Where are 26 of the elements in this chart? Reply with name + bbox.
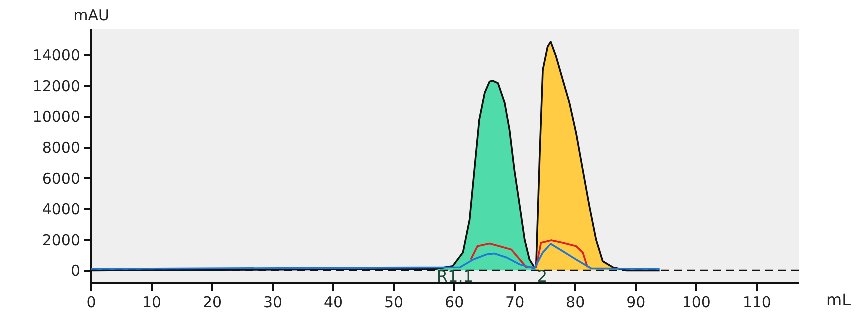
y-axis-title: mAU <box>74 6 110 24</box>
x-tick-label: 80 <box>566 294 586 312</box>
x-tick-label: 40 <box>324 294 344 312</box>
y-tick-label: 10000 <box>32 108 80 126</box>
x-tick-label: 30 <box>263 294 283 312</box>
y-tick-label: 14000 <box>32 46 80 65</box>
x-tick-label: 20 <box>202 294 222 312</box>
x-tick-label: 60 <box>445 294 464 312</box>
x-axis-title: mL <box>826 290 852 310</box>
x-tick-label: 110 <box>742 294 772 312</box>
y-tick-label: 4000 <box>42 200 80 219</box>
x-tick-label: 10 <box>142 294 162 312</box>
x-tick-label: 90 <box>626 294 646 312</box>
y-tick-label: 0 <box>70 262 80 280</box>
y-tick-label: 8000 <box>42 139 80 158</box>
x-tick-label: 50 <box>384 294 404 312</box>
y-tick-label: 12000 <box>32 77 80 96</box>
x-tick-label: 70 <box>506 294 525 312</box>
line-series <box>91 243 661 270</box>
y-tick-label: 6000 <box>42 170 80 188</box>
line-series <box>470 240 589 269</box>
y-tick-label: 2000 <box>42 231 80 250</box>
annotation: R1.1 <box>436 266 474 286</box>
x-tick-label: 100 <box>682 294 711 312</box>
x-tick-label: 0 <box>86 294 96 312</box>
annotation: 2 <box>537 266 548 286</box>
